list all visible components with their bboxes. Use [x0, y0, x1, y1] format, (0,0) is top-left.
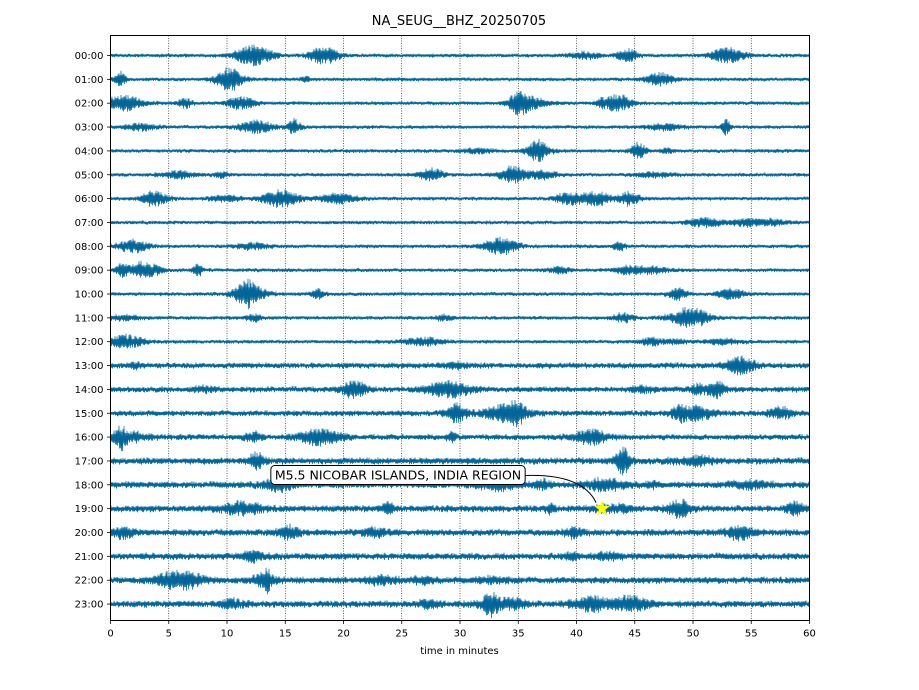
- trace-row-0400: [110, 138, 810, 163]
- trace-row-1400: [110, 380, 810, 400]
- grid-lines: [168, 35, 752, 621]
- x-tick-label: 50: [687, 629, 700, 640]
- y-tick-label: 11:00: [75, 313, 104, 324]
- x-tick-label: 30: [454, 629, 467, 640]
- y-tick-label: 10:00: [75, 290, 104, 301]
- x-tick-label: 15: [279, 629, 292, 640]
- y-tick-label: 04:00: [75, 146, 104, 157]
- trace-row-1900: [110, 498, 810, 519]
- x-tick-label: 0: [107, 629, 113, 640]
- y-tick-label: 22:00: [75, 576, 104, 587]
- y-tick-label: 08:00: [75, 242, 104, 253]
- y-tick-label: 06:00: [75, 194, 104, 205]
- y-tick-label: 02:00: [75, 99, 104, 110]
- y-tick-label: 18:00: [75, 480, 104, 491]
- trace-row-1000: [110, 278, 810, 310]
- y-tick-label: 14:00: [75, 385, 104, 396]
- y-tick-label: 16:00: [75, 433, 104, 444]
- trace-row-0700: [110, 217, 810, 229]
- trace-row-0900: [110, 260, 810, 279]
- y-tick-label: 01:00: [75, 75, 104, 86]
- y-tick-label: 07:00: [75, 218, 104, 229]
- y-tick-label: 15:00: [75, 409, 104, 420]
- trace-row-0200: [110, 90, 810, 116]
- trace-row-0800: [110, 236, 810, 256]
- trace-row-0000: [110, 44, 810, 67]
- trace-row-1300: [110, 355, 810, 376]
- x-tick-label: 20: [337, 629, 350, 640]
- trace-row-2200: [110, 567, 810, 595]
- y-tick-label: 12:00: [75, 337, 104, 348]
- x-axis-ticks: 0 5 10 15 20 25 30 35 40 45 50 55 60: [107, 620, 816, 640]
- event-annotation: M5.5 NICOBAR ISLANDS, INDIA REGION: [270, 465, 610, 516]
- y-tick-label: 05:00: [75, 170, 104, 181]
- annotation-arrow: [525, 474, 597, 503]
- y-tick-label: 23:00: [75, 600, 104, 611]
- y-tick-label: 09:00: [75, 266, 104, 277]
- trace-row-0600: [110, 189, 810, 208]
- y-tick-label: 20:00: [75, 528, 104, 539]
- x-tick-label: 45: [628, 629, 641, 640]
- x-tick-label: 55: [745, 629, 758, 640]
- x-axis-label: time in minutes: [420, 646, 499, 657]
- trace-row-1100: [110, 306, 810, 329]
- trace-row-1500: [110, 399, 810, 428]
- y-tick-label: 03:00: [75, 123, 104, 134]
- trace-row-0500: [110, 165, 810, 184]
- x-tick-label: 35: [512, 629, 525, 640]
- seismic-traces: [110, 44, 810, 619]
- trace-row-1200: [110, 333, 810, 349]
- chart-title: NA_SEUG__BHZ_20250705: [372, 14, 546, 29]
- x-tick-label: 5: [166, 629, 172, 640]
- y-tick-label: 17:00: [75, 456, 104, 467]
- trace-row-1700: [110, 446, 810, 476]
- trace-row-0100: [110, 67, 810, 91]
- trace-row-0300: [110, 117, 810, 136]
- x-tick-label: 10: [221, 629, 234, 640]
- y-tick-label: 13:00: [75, 361, 104, 372]
- trace-row-2300: [110, 591, 810, 619]
- annotation-box: [270, 465, 526, 485]
- y-tick-label: 21:00: [75, 552, 104, 563]
- x-tick-label: 40: [570, 629, 583, 640]
- y-tick-label: 19:00: [75, 504, 104, 515]
- trace-row-1600: [110, 425, 810, 452]
- x-tick-label: 25: [395, 629, 408, 640]
- y-tick-label: 00:00: [75, 51, 104, 62]
- y-axis-ticks: 00:00 01:00 02:00 03:00 04:00 05:00 06:00 07:00…: [75, 51, 111, 611]
- trace-row-2100: [110, 549, 810, 564]
- trace-row-2000: [110, 523, 810, 542]
- annotation-text: M5.5 NICOBAR ISLANDS, INDIA REGION: [275, 468, 521, 483]
- event-star-marker: [594, 500, 610, 516]
- x-tick-label: 60: [803, 629, 816, 640]
